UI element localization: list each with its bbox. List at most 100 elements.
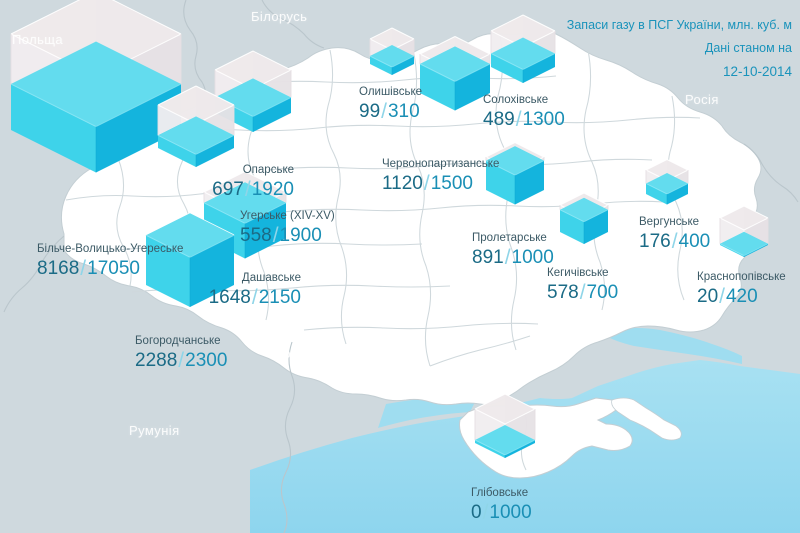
storage-cube-bilche-volytsko-uherske <box>10 0 182 173</box>
storage-cube-bohorodchanske <box>145 212 235 307</box>
site-current-volume: 99 <box>359 101 381 123</box>
site-current-volume: 558 <box>240 225 272 247</box>
site-label-bilche-volytsko-uherske: Більче-Волицько-Угереське 8168/17050 <box>37 243 183 280</box>
site-values: 1120/1500 <box>382 171 499 195</box>
site-label-oparske: Опарське 697/1920 <box>212 164 294 201</box>
site-capacity: 1920 <box>251 179 294 201</box>
site-capacity: 17050 <box>87 258 140 280</box>
site-current-volume: 176 <box>639 231 671 253</box>
country-label-3: Молдова <box>272 346 330 361</box>
site-name: Кегичівське <box>547 267 609 279</box>
title-line-1: Запаси газу в ПСГ України, млн. куб. м <box>566 18 792 32</box>
site-label-verhunske: Вергунське 176/400 <box>639 216 710 253</box>
title-line-2: Дані станом на <box>704 41 792 56</box>
site-label-dashavske: Дашавське 1648/2150 <box>209 272 301 309</box>
site-current-volume: 891 <box>472 247 504 269</box>
site-values: 8168/17050 <box>37 256 183 280</box>
value-separator: / <box>272 224 279 248</box>
storage-cube-uherske-14-15 <box>157 85 235 167</box>
site-values: 0/1000 <box>471 500 532 524</box>
value-separator: / <box>244 178 251 202</box>
site-values: 891/1000 <box>472 245 554 269</box>
site-name: Вергунське <box>639 216 700 228</box>
value-separator: / <box>80 257 87 281</box>
site-capacity: 400 <box>678 231 711 253</box>
site-current-volume: 2288 <box>135 350 178 372</box>
site-label-solokhivske: Солохівське 489/1300 <box>483 94 565 131</box>
storage-cube-chervonopartyzanske <box>419 36 491 111</box>
storage-cube-verhunske <box>645 159 689 205</box>
site-values: 99/310 <box>359 99 422 123</box>
site-capacity: 310 <box>387 101 420 123</box>
site-current-volume: 1120 <box>382 173 423 195</box>
country-label-2: Росія <box>685 92 719 107</box>
site-current-volume: 697 <box>212 179 244 201</box>
site-label-proletarske: Пролетарське 891/1000 <box>472 232 554 269</box>
site-name: Солохівське <box>483 94 549 106</box>
site-values: 2288/2300 <box>135 348 227 372</box>
value-separator: / <box>504 246 511 270</box>
site-values: 578/700 <box>547 280 618 304</box>
value-separator: / <box>719 285 725 309</box>
site-current-volume: 489 <box>483 109 515 131</box>
site-name: Богородчанське <box>135 335 221 347</box>
value-separator: / <box>381 100 387 124</box>
site-name: Червонопартизанське <box>382 158 500 170</box>
site-values: 176/400 <box>639 229 710 253</box>
value-separator: / <box>178 349 185 373</box>
site-current-volume: 1648 <box>208 287 251 309</box>
site-capacity: 1500 <box>430 173 473 195</box>
site-current-volume: 20 <box>697 286 719 308</box>
value-separator: / <box>671 230 678 254</box>
storage-cube-hlibovske <box>474 393 536 458</box>
storage-cube-solokhivske <box>490 14 556 83</box>
title-date: 12-10-2014 <box>722 64 792 80</box>
site-name: Пролетарське <box>472 232 547 244</box>
site-capacity: 1900 <box>279 225 322 247</box>
storage-cube-dashavske <box>203 171 287 259</box>
site-name: Краснопопівське <box>697 271 786 283</box>
neighbour-borders <box>3 0 799 533</box>
country-label-0: Польща <box>12 32 63 47</box>
site-current-volume: 578 <box>547 282 579 304</box>
site-values: 489/1300 <box>483 107 565 131</box>
site-name: Більче-Волицько-Угереське <box>37 243 184 255</box>
site-values: 1648/2150 <box>209 285 301 309</box>
site-label-kehychivske: Кегичівське 578/700 <box>547 267 618 304</box>
storage-cube-proletarske <box>485 142 545 205</box>
storage-cube-kehychivske <box>559 192 609 244</box>
site-current-volume: 8168 <box>37 258 80 280</box>
site-label-chervonopartyzanske: Червонопартизанське 1120/1500 <box>382 158 499 195</box>
site-name: Опарське <box>242 164 294 176</box>
storage-cube-krasnopopivske <box>719 205 769 257</box>
chart-title-block: Запаси газу в ПСГ України, млн. куб. м Д… <box>567 14 792 85</box>
country-label-4: Румунія <box>129 423 180 438</box>
site-capacity: 420 <box>725 286 758 308</box>
site-capacity: 2150 <box>258 287 301 309</box>
site-name: Угерське (XIV-XV) <box>240 210 335 222</box>
site-values: 697/1920 <box>212 177 294 201</box>
site-label-olyshivske: Олишівське 99/310 <box>359 86 422 123</box>
country-label-1: Білорусь <box>251 9 308 24</box>
site-capacity: 700 <box>586 282 619 304</box>
site-name: Олишівське <box>359 86 423 98</box>
site-label-krasnopopivske: Краснопопівське 20/420 <box>697 271 786 308</box>
site-current-volume: 0 <box>471 502 482 524</box>
site-capacity: 2300 <box>185 350 228 372</box>
value-separator: / <box>251 286 258 310</box>
site-values: 20/420 <box>697 284 786 308</box>
value-separator: / <box>515 108 522 132</box>
value-separator: / <box>423 172 430 196</box>
site-capacity: 1300 <box>522 109 565 131</box>
site-label-hlibovske: Глібовське 0/1000 <box>471 487 532 524</box>
site-capacity: 1000 <box>489 502 532 524</box>
site-values: 558/1900 <box>240 223 335 247</box>
site-capacity: 1000 <box>511 247 554 269</box>
value-separator: / <box>482 501 489 525</box>
site-name: Глібовське <box>471 487 529 499</box>
site-label-bohorodchanske: Богородчанське 2288/2300 <box>135 335 227 372</box>
